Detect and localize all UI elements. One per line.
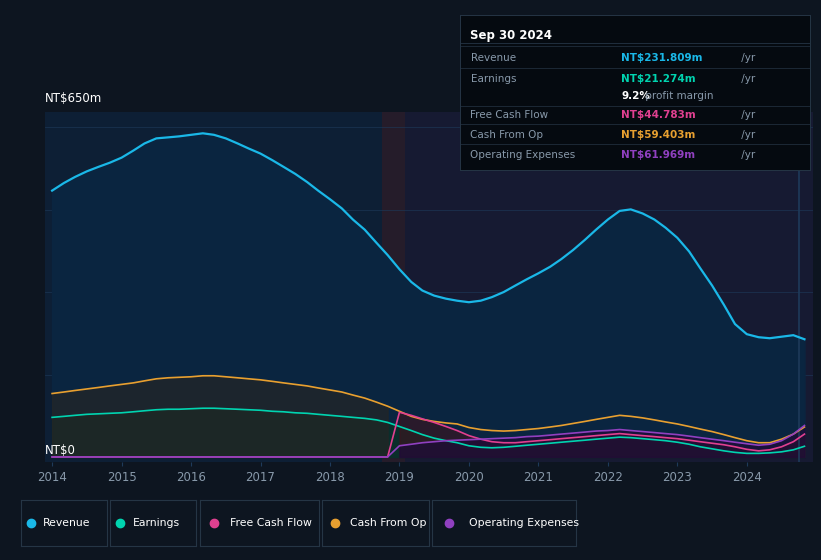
Text: NT$0: NT$0: [45, 444, 76, 457]
Text: Cash From Op: Cash From Op: [470, 130, 544, 140]
Text: Revenue: Revenue: [43, 518, 90, 528]
Text: Earnings: Earnings: [470, 74, 516, 85]
Text: Earnings: Earnings: [132, 518, 180, 528]
Text: /yr: /yr: [738, 130, 755, 140]
Text: /yr: /yr: [738, 110, 755, 120]
Text: Operating Expenses: Operating Expenses: [470, 150, 576, 160]
Text: 9.2%: 9.2%: [621, 91, 650, 101]
Text: profit margin: profit margin: [642, 91, 713, 101]
Text: NT$59.403m: NT$59.403m: [621, 130, 695, 140]
Text: Cash From Op: Cash From Op: [350, 518, 426, 528]
Text: Free Cash Flow: Free Cash Flow: [231, 518, 312, 528]
Text: NT$650m: NT$650m: [45, 92, 103, 105]
Text: NT$21.274m: NT$21.274m: [621, 74, 695, 85]
Text: Revenue: Revenue: [470, 53, 516, 63]
Text: NT$44.783m: NT$44.783m: [621, 110, 695, 120]
Text: /yr: /yr: [738, 150, 755, 160]
Text: NT$231.809m: NT$231.809m: [621, 53, 703, 63]
Text: /yr: /yr: [738, 74, 755, 85]
Text: Operating Expenses: Operating Expenses: [470, 518, 579, 528]
Text: Sep 30 2024: Sep 30 2024: [470, 29, 553, 42]
Text: NT$61.969m: NT$61.969m: [621, 150, 695, 160]
Bar: [382, 112, 405, 462]
Bar: [405, 112, 813, 462]
Text: /yr: /yr: [738, 53, 755, 63]
Text: Free Cash Flow: Free Cash Flow: [470, 110, 548, 120]
